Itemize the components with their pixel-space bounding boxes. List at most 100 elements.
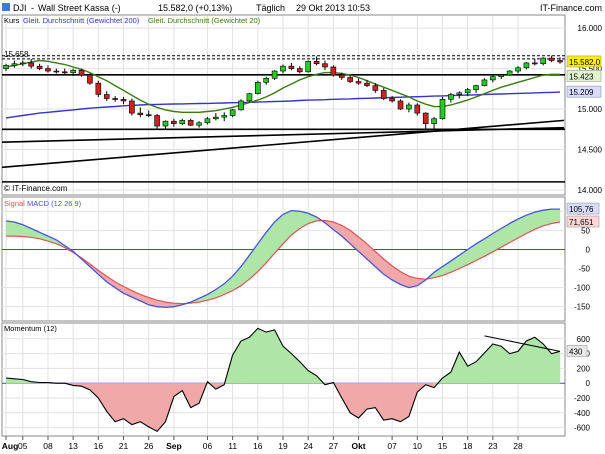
macd-badge-label: 105,76 (569, 205, 594, 214)
legend-ma20: Gleit. Durchschnitt (Gewichtet 20) (148, 16, 261, 25)
candle (3, 63, 9, 72)
candle (422, 112, 429, 130)
chart-icon (2, 3, 10, 11)
candle-body (347, 77, 353, 82)
candle-body (112, 98, 118, 100)
candle-body (19, 62, 26, 65)
x-tick-label: 28 (513, 441, 523, 451)
momentum-fill-segment (257, 328, 267, 384)
candle (464, 88, 471, 97)
candle (255, 80, 261, 95)
candle-body (221, 115, 228, 118)
candle-body (532, 62, 538, 65)
candle (313, 56, 320, 66)
header-datetime: 29 Okt 2013 10:53 (296, 3, 370, 13)
candle-body (238, 100, 244, 111)
candle (431, 117, 437, 132)
macd-tick-label: -100 (574, 284, 591, 293)
momentum-fill-segment (350, 383, 359, 419)
candle (389, 96, 395, 103)
x-tick-label: 27 (329, 441, 339, 451)
resistance-label: 15.658 (4, 50, 29, 59)
candle-body (179, 120, 186, 124)
legend-kurs: Kurs (4, 16, 20, 25)
candle-body (120, 99, 127, 102)
candle (548, 55, 555, 63)
candle (540, 57, 547, 66)
momentum-fill-segment (492, 343, 502, 384)
candle (28, 58, 34, 69)
candle-body (406, 104, 412, 110)
candle-body (557, 60, 563, 63)
candle (19, 60, 26, 67)
momentum-fill-segment (131, 383, 141, 425)
candle (397, 99, 404, 110)
price-value-badges: 15.582,0 15.423 15.209 (566, 55, 602, 98)
momentum-line (5, 327, 561, 432)
candle-body (28, 62, 34, 67)
copyright: © IT-Finance.com (4, 184, 68, 193)
candle-body (355, 81, 362, 84)
title-bar: DJI - Wall Street Kassa (-) 15.582,0 (+0… (0, 0, 605, 14)
candle (515, 66, 521, 74)
header-symbol: DJI (13, 3, 27, 13)
ma20-path (5, 59, 560, 114)
candle-body (213, 116, 219, 120)
macd-legend: Signal MACD (12 26 9) (4, 199, 82, 208)
price-badge (566, 70, 602, 82)
macd-fill-segment (5, 220, 15, 237)
x-tick-label: 16 (253, 441, 263, 451)
candle (145, 110, 152, 118)
support-resistance-lines (1, 55, 565, 183)
candle-body (229, 109, 236, 116)
candle-body (246, 93, 253, 102)
trend-line (1, 126, 565, 144)
momentum-badge (566, 345, 588, 357)
candle (95, 80, 102, 97)
x-tick-label: 23 (488, 441, 498, 451)
candle (246, 92, 253, 103)
candle (448, 92, 454, 103)
candle-body (187, 120, 194, 126)
candle (103, 91, 110, 101)
candle (221, 112, 228, 122)
price-badge (566, 85, 602, 98)
candle (364, 79, 370, 88)
candle (406, 102, 412, 113)
legend-macd: MACD (12 26 9) (27, 199, 82, 208)
candle (204, 117, 211, 125)
candle (154, 113, 160, 129)
x-tick-label: 19 (278, 441, 288, 451)
macd-badge (566, 202, 600, 215)
candle-body (204, 118, 211, 124)
candle (372, 83, 379, 93)
x-tick-label: 13 (68, 441, 78, 451)
candle (87, 73, 93, 85)
candle (355, 78, 362, 85)
candle (162, 120, 169, 130)
candle-body (372, 85, 379, 91)
header-title: Wall Street Kassa (-) (38, 3, 121, 13)
candle (296, 66, 303, 74)
macd-tick-label: -50 (578, 265, 590, 274)
legend-momentum: Momentum (12) (4, 324, 57, 333)
candle (229, 109, 236, 118)
price-badge (566, 55, 602, 68)
price-tick-label: 16.000 (578, 24, 603, 33)
candle-body (540, 57, 547, 65)
svg-text:-: - (31, 3, 34, 13)
candle-body (129, 100, 135, 114)
candle-body (490, 76, 496, 81)
candle (112, 96, 118, 102)
candle-body (296, 68, 303, 73)
macd-line (5, 208, 560, 309)
candle-body (515, 67, 521, 72)
candle-body (36, 65, 43, 69)
macd-badge-label: 71,651 (569, 218, 594, 227)
candle-body (322, 63, 328, 68)
candle (171, 118, 177, 127)
candle-body (305, 61, 311, 73)
momentum-fill-segment (534, 336, 544, 384)
momentum-fill-segment (366, 383, 376, 410)
candle (506, 70, 513, 76)
